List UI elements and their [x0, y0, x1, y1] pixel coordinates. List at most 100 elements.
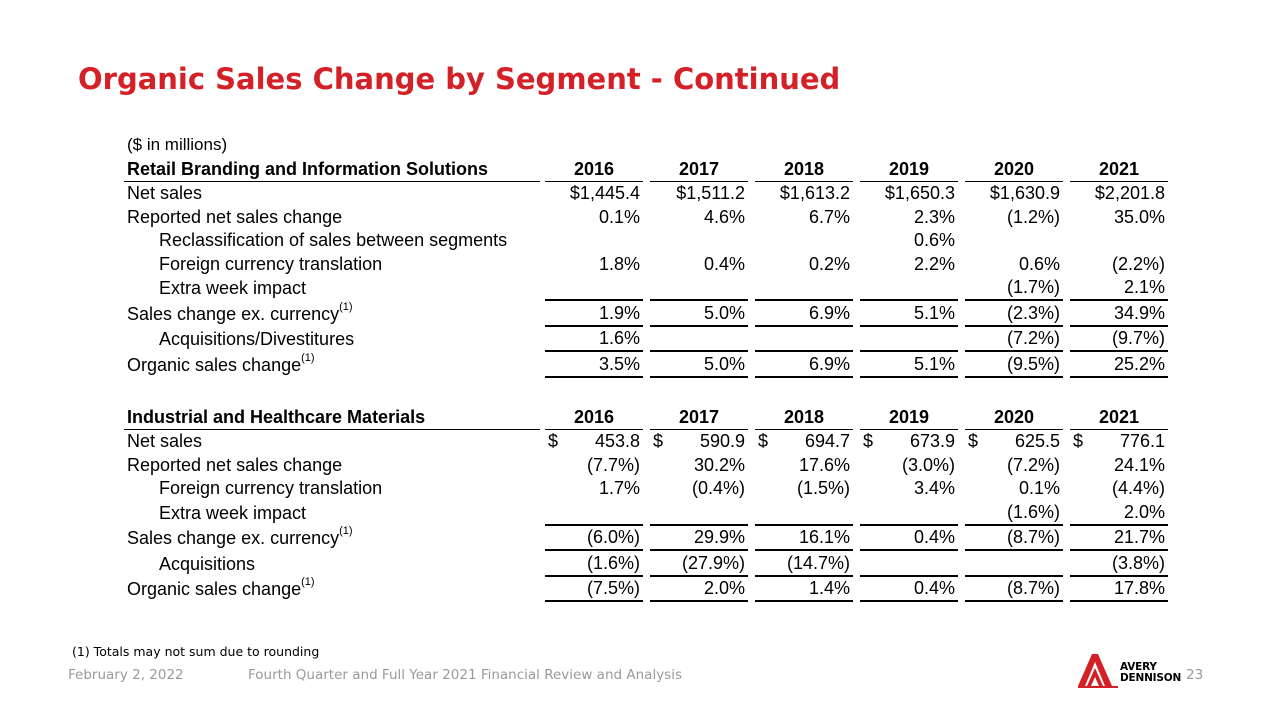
column-gap [958, 157, 965, 182]
value-cell: 1.6% [545, 327, 643, 352]
value-text: (7.2%) [1006, 454, 1060, 475]
year-header: 2017 [650, 157, 748, 182]
value-text: 5.0% [703, 302, 745, 323]
value-cell: $673.9 [860, 430, 958, 454]
value-cell: 0.1% [545, 205, 643, 229]
value-text: 6.7% [808, 206, 850, 227]
value-cell: 6.7% [755, 205, 853, 229]
column-gap [1063, 182, 1070, 206]
value-text: (1.5%) [796, 478, 850, 499]
value-cell: 21.7% [1070, 526, 1168, 551]
column-gap [958, 182, 965, 206]
brand-line-2: DENNISON [1120, 672, 1182, 684]
value-text: 1.9% [598, 302, 640, 323]
value-cell: (27.9%) [650, 551, 748, 577]
column-gap [748, 453, 755, 477]
value-text: (1.6%) [586, 552, 640, 573]
year-header: 2019 [860, 157, 958, 182]
column-gap [643, 405, 650, 430]
row-label-text: Net sales [127, 183, 203, 204]
column-gap [748, 205, 755, 229]
value-text: $2,201.8 [1094, 183, 1165, 204]
column-gap [748, 526, 755, 552]
header-row: Retail Branding and Information Solution… [124, 157, 1168, 182]
value-text: 0.6% [1018, 253, 1060, 274]
table-row: Extra week impact (1.6%) 2.0% [124, 500, 1168, 526]
value-text: (1.7%) [1006, 277, 1060, 298]
table-row: Reported net sales change 0.1% 4.6% 6.7% 2.3… [124, 205, 1168, 229]
footnote-marker: (1) [339, 525, 353, 538]
footnote-marker: (1) [301, 351, 315, 364]
row-label-text: Acquisitions/Divestitures [159, 329, 355, 350]
value-cell [755, 229, 853, 253]
column-gap [958, 551, 965, 577]
value-text: 24.1% [1113, 454, 1165, 475]
value-text: (27.9%) [681, 552, 745, 573]
value-cell: (6.0%) [545, 526, 643, 551]
column-gap [748, 500, 755, 526]
value-text: 776.1 [1119, 431, 1165, 452]
currency-symbol: $ [1073, 431, 1084, 452]
segment-title: Retail Branding and Information Solution… [124, 157, 540, 182]
avery-dennison-logo-icon [1078, 654, 1118, 688]
value-text: (2.2%) [1111, 253, 1165, 274]
value-text: 5.1% [913, 302, 955, 323]
value-text: $1,630.9 [989, 183, 1060, 204]
row-label: Foreign currency translation [124, 252, 540, 276]
value-text: 2.0% [1123, 501, 1165, 522]
value-text: 0.1% [1018, 478, 1060, 499]
value-cell: 6.9% [755, 301, 853, 327]
footnote-marker: (1) [339, 300, 353, 313]
value-cell: (7.2%) [965, 327, 1063, 352]
column-gap [1063, 500, 1070, 526]
value-text: (8.7%) [1006, 527, 1060, 548]
value-cell: 16.1% [755, 526, 853, 551]
value-cell: $625.5 [965, 430, 1063, 454]
value-text: (2.3%) [1006, 302, 1060, 323]
value-cell: $2,201.8 [1070, 182, 1168, 206]
value-text: $1,650.3 [884, 183, 955, 204]
column-gap [853, 327, 860, 353]
column-gap [958, 405, 965, 430]
table-row: Net sales $453.8 $590.9 $694.7 $673.9 $625.5 $… [124, 430, 1168, 454]
row-label: Organic sales change(1) [124, 352, 540, 378]
year-header: 2018 [755, 405, 853, 430]
value-text: 21.7% [1113, 527, 1165, 548]
column-gap [748, 252, 755, 276]
value-cell: (1.7%) [965, 276, 1063, 301]
value-text: (0.4%) [691, 478, 745, 499]
value-cell: 17.8% [1070, 577, 1168, 602]
value-cell: (7.5%) [545, 577, 643, 602]
value-text: (7.2%) [1006, 328, 1060, 349]
currency-symbol: $ [653, 431, 664, 452]
value-text: 5.1% [913, 353, 955, 374]
value-text: (7.5%) [586, 578, 640, 599]
value-text: 3.5% [598, 353, 640, 374]
year-header: 2017 [650, 405, 748, 430]
year-header: 2016 [545, 405, 643, 430]
row-label-text: Sales change ex. currency [127, 528, 340, 549]
table-row: Foreign currency translation 1.8% 0.4% 0.2%… [124, 252, 1168, 276]
header-row: Industrial and Healthcare Materials 2016 2… [124, 405, 1168, 430]
value-cell: 0.2% [755, 252, 853, 276]
column-gap [748, 157, 755, 182]
row-label-text: Organic sales change [127, 579, 302, 600]
value-text: (8.7%) [1006, 578, 1060, 599]
rbis-table: Retail Branding and Information Solution… [124, 157, 1168, 378]
value-text: 673.9 [909, 431, 955, 452]
row-label-text: Acquisitions [159, 553, 256, 574]
column-gap [853, 252, 860, 276]
column-gap [643, 276, 650, 302]
value-text: (6.0%) [586, 527, 640, 548]
column-gap [1063, 526, 1070, 552]
table-row: Foreign currency translation 1.7% (0.4%) (1… [124, 477, 1168, 501]
units-note: ($ in millions) [127, 135, 228, 154]
table-row: Net sales $1,445.4 $1,511.2 $1,613.2 $1,650.… [124, 182, 1168, 206]
value-cell: (3.0%) [860, 453, 958, 477]
column-gap [958, 229, 965, 253]
column-gap [748, 276, 755, 302]
column-gap [643, 301, 650, 327]
column-gap [643, 182, 650, 206]
value-text: 16.1% [798, 527, 850, 548]
brand-line-1: AVERY [1120, 661, 1157, 673]
